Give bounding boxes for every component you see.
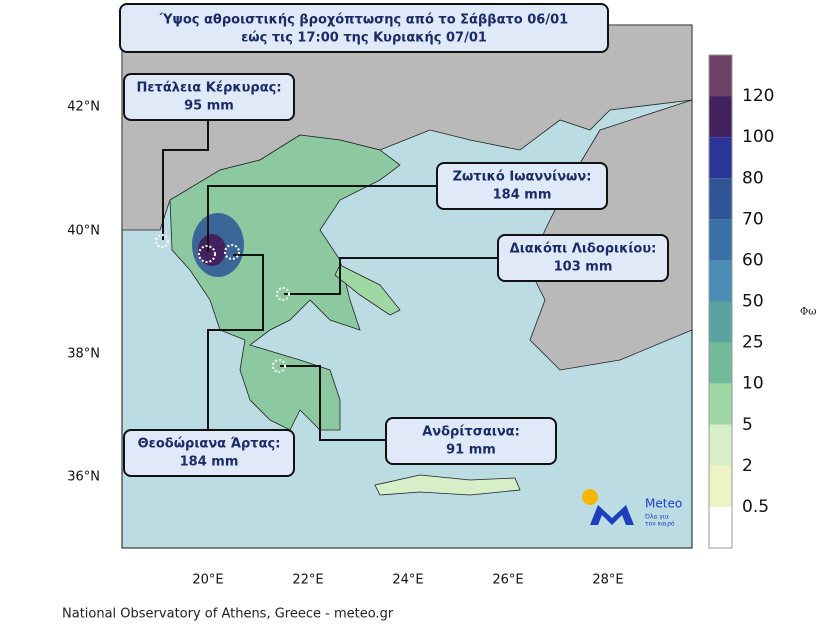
colorbar-label: 50 [742, 292, 764, 312]
colorbar-label: 120 [742, 86, 774, 106]
title-box [119, 3, 609, 53]
leader-line [207, 254, 264, 430]
title: Ύψος αθροιστικής βροχόπτωσης από το Σάββ… [159, 13, 568, 28]
colorbar-label: 100 [742, 127, 774, 147]
colorbar-segment [709, 178, 732, 220]
colorbar-label: 2 [742, 456, 753, 476]
lon-label: 26°E [492, 573, 523, 588]
colorbar-label: 5 [742, 415, 753, 435]
colorbar-frame [708, 54, 733, 549]
footer: National Observatory of Athens, Greece -… [62, 607, 394, 622]
colorbar-label: 0.5 [742, 497, 769, 517]
station [224, 244, 240, 260]
colorbar-segment [709, 260, 732, 302]
callout-name: Διακόπι Λιδορικίου: [510, 242, 657, 257]
callout-box [436, 162, 608, 210]
callout-name: Θεοδώριανα Άρτας: [138, 437, 281, 452]
callout-box [123, 429, 295, 477]
colorbar-segment [709, 506, 732, 548]
island [374, 474, 521, 496]
colorbar-segment [709, 424, 732, 466]
station [272, 359, 286, 373]
callout-value: 91 mm [446, 443, 496, 458]
colorbar-segment [709, 96, 732, 138]
colorbar-label: 10 [742, 374, 764, 394]
logo-mark [590, 505, 634, 525]
colorbar-label: 80 [742, 168, 764, 188]
callout-box [385, 417, 557, 465]
title: εώς τις 17:00 της Κυριακής 07/01 [241, 31, 487, 46]
callout-value: 184 mm [493, 188, 552, 203]
lat-label: 42°N [67, 100, 100, 115]
colorbar-segment [709, 219, 732, 261]
colorbar-segment [709, 383, 732, 425]
edge-text: Φω [800, 307, 816, 318]
colorbar-label: 60 [742, 250, 764, 270]
colorbar-segment [709, 55, 732, 97]
callout-name: Ανδρίτσαινα: [422, 425, 520, 440]
colorbar-segment [709, 465, 732, 507]
colorbar: 120 100 80 70 60 50 25 10 5 2 0.5 [708, 54, 774, 549]
leader-line [280, 365, 386, 441]
callout-value: 184 mm [180, 455, 239, 470]
callout-value: 103 mm [554, 260, 613, 275]
callout-value: 95 mm [184, 99, 234, 114]
land-greece [169, 134, 401, 431]
lon-label: 22°E [292, 573, 323, 588]
station [198, 245, 216, 263]
lat-label: 36°N [67, 470, 100, 485]
station [276, 287, 290, 301]
colorbar-label: 25 [742, 333, 764, 353]
callout-name: Πετάλεια Κέρκυρας: [136, 81, 281, 96]
colorbar-segment [709, 137, 732, 179]
logo-tagline: τον καιρό [645, 521, 675, 528]
lat-label: 40°N [67, 224, 100, 239]
lat-label: 38°N [67, 347, 100, 362]
logo-tagline: Όλα για [644, 514, 669, 521]
station [155, 234, 169, 248]
colorbar-segment [709, 342, 732, 384]
leader-line [207, 185, 437, 252]
lon-label: 24°E [392, 573, 423, 588]
logo-name: Meteo [645, 497, 682, 511]
colorbar-segment [709, 301, 732, 343]
callout-box [497, 234, 669, 282]
lon-label: 20°E [192, 573, 223, 588]
lon-label: 28°E [592, 573, 623, 588]
island [334, 264, 401, 316]
callout-name: Ζωτικό Ιωαννίνων: [453, 170, 592, 185]
callout-box [123, 73, 295, 121]
callouts: Πετάλεια Κέρκυρας: 95 mm Ζωτικό Ιωαννίνων:… [123, 73, 669, 477]
leader-line [162, 120, 209, 240]
logo-sun [582, 489, 598, 505]
colorbar-label: 70 [742, 209, 764, 229]
leader-line [284, 257, 498, 295]
rain-area [198, 234, 226, 266]
